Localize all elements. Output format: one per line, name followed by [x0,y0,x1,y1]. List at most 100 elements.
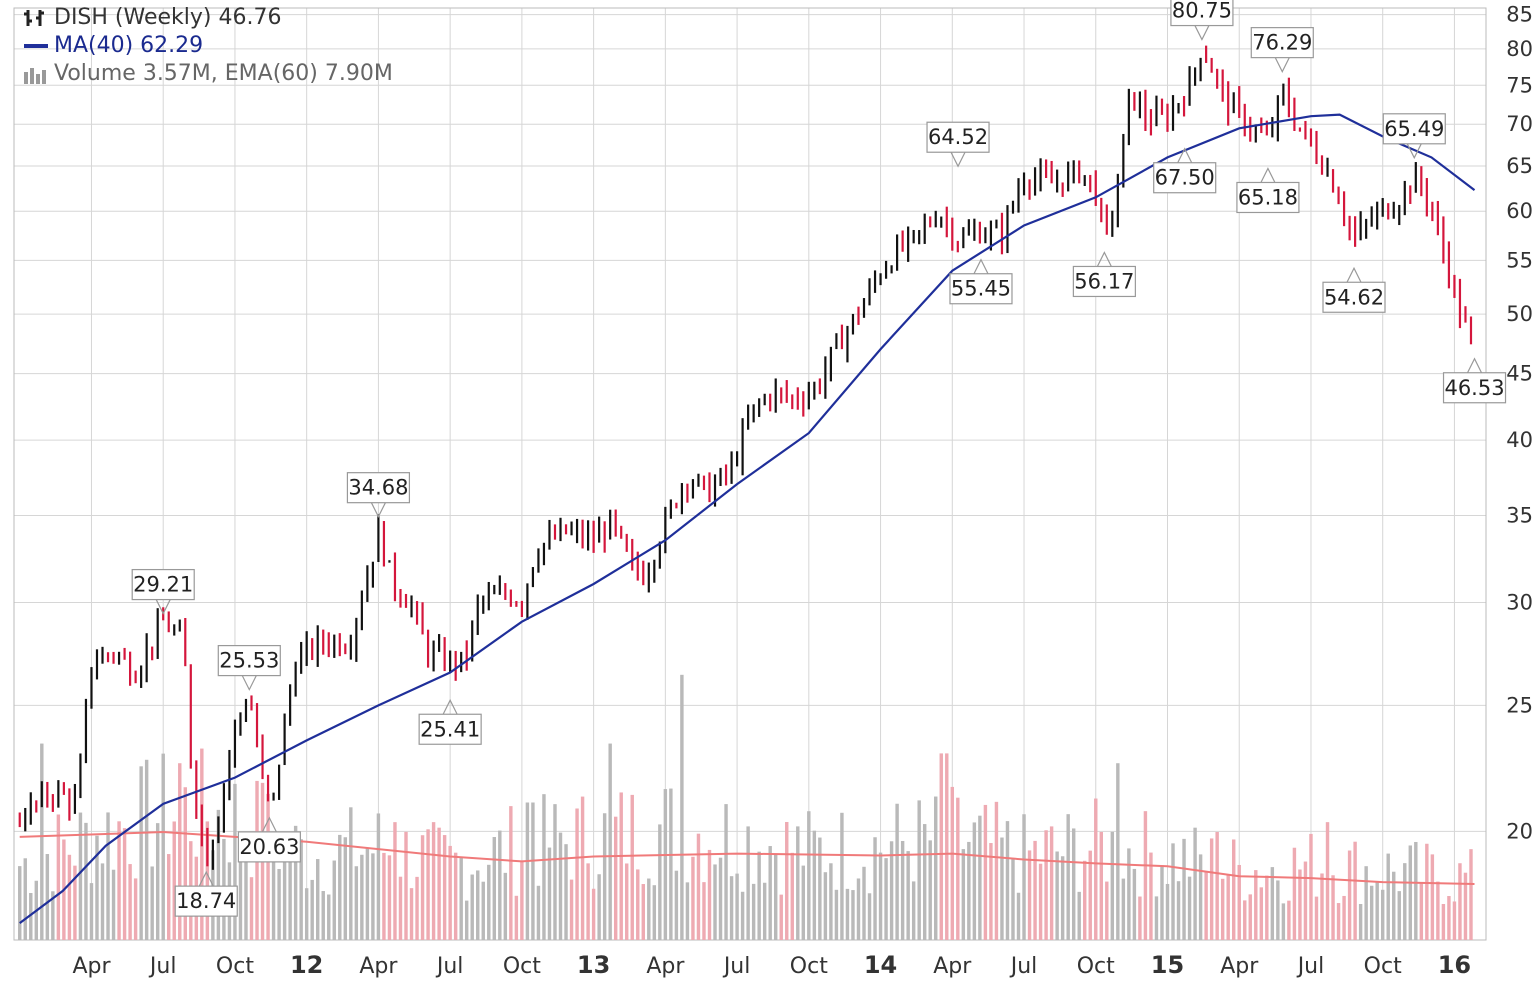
x-tick-label: Apr [359,954,398,979]
y-tick-label: 50 [1506,302,1533,326]
volume-bar [415,876,419,940]
volume-bar [404,831,408,940]
annotation-pointer [1194,25,1210,41]
volume-bar [856,878,861,940]
volume-bar [1414,841,1418,940]
volume-bar [1408,845,1413,940]
annotation-box [1250,27,1314,59]
volume-bar [167,854,171,940]
volume-bar [608,743,612,940]
annotation-label: 46.53 [1444,376,1504,400]
annotation-box [237,831,301,863]
volume-bar [873,837,877,940]
annotation-label: 76.29 [1252,31,1312,55]
volume-bar [409,888,414,940]
annotation-label: 56.17 [1074,269,1134,293]
volume-bar [426,829,430,940]
volume-bar [1463,872,1468,940]
volume-bar [785,821,789,940]
volume-bar [387,855,392,940]
volume-bar [751,883,756,940]
volume-bar [1193,827,1197,940]
volume-bar [365,848,370,940]
volume-bar [205,821,210,940]
volume-bar [1132,868,1137,940]
volume-bar [889,841,894,940]
y-tick-label: 30 [1506,591,1533,615]
volume-bar [580,796,585,940]
volume-bar [122,828,127,940]
volume-bar [989,843,993,940]
volume-bar [1022,814,1026,940]
annotation-box [418,713,482,745]
price-annotation: 54.62 [1322,266,1386,313]
axis-layer: 20 25 30 35 40 45 50 55 60 65 70 75 80 85 Apr Jul Oct 12 A… [72,3,1533,979]
volume-bar [1441,903,1446,940]
volume-bar [437,827,441,940]
y-tick-label: 70 [1506,112,1533,136]
volume-bar [542,794,546,940]
volume-bar [619,792,623,940]
volume-bar [707,849,712,940]
volume-bar [884,858,888,940]
volume-bar [161,753,165,940]
annotation-box [926,121,990,153]
volume-bar [244,842,248,940]
annotation-box [131,568,195,601]
x-tick-label: Apr [646,954,685,979]
volume-bar [487,864,491,940]
annotation-pointer [1177,147,1193,164]
price-annotation: 25.53 [217,644,281,691]
x-tick-label: Jul [148,954,177,979]
volume-bar [1110,831,1115,940]
volume-bar [1160,865,1164,940]
volume-bar [967,841,971,940]
volume-bar [1226,874,1230,940]
volume-bar [18,866,22,940]
volume-bar [514,895,519,940]
volume-bar [602,813,607,940]
volume-bar [840,812,844,940]
volume-bar [762,882,767,940]
volume-bar [1027,850,1032,940]
volume-bar [1419,882,1424,940]
volume-bar [575,808,579,940]
volume-bar [1425,843,1429,940]
volume-bar [1049,826,1054,940]
volume-bar [492,837,497,940]
volume-bar [950,786,955,940]
annotation-box [949,273,1013,305]
volume-bar [807,811,811,940]
volume-bar [282,834,287,940]
annotation-label: 67.50 [1155,166,1215,190]
legend-volume-row: Volume 3.57M, EMA(60) 7.90M [22,60,393,88]
volume-bar [470,874,474,940]
volume-bar [1127,848,1131,940]
volume-bar [525,802,530,940]
annotation-box [1153,162,1217,194]
volume-bar [139,766,143,940]
volume-bar [911,881,916,940]
volume-bar [564,844,568,940]
annotation-pointer [1096,251,1112,267]
volume-bar [1232,839,1236,940]
x-tick-label: Oct [503,954,541,979]
volume-bar [1353,841,1357,940]
volume-bar [1358,903,1363,940]
annotation-pointer [442,698,458,715]
volume-bar [972,822,977,940]
annotation-pointer [241,675,257,691]
annotation-pointer [155,599,171,615]
volume-bar [956,797,960,940]
volume-bar [1011,858,1015,940]
volume-bar [1099,831,1103,940]
volume-bar [531,802,535,940]
volume-bar [431,822,436,940]
volume-bar [829,863,833,940]
volume-bar [1469,849,1473,940]
annotation-label: 18.74 [176,889,236,913]
volume-bar [536,885,541,940]
volume-bar [1143,811,1148,940]
x-tick-label: Oct [216,954,254,979]
